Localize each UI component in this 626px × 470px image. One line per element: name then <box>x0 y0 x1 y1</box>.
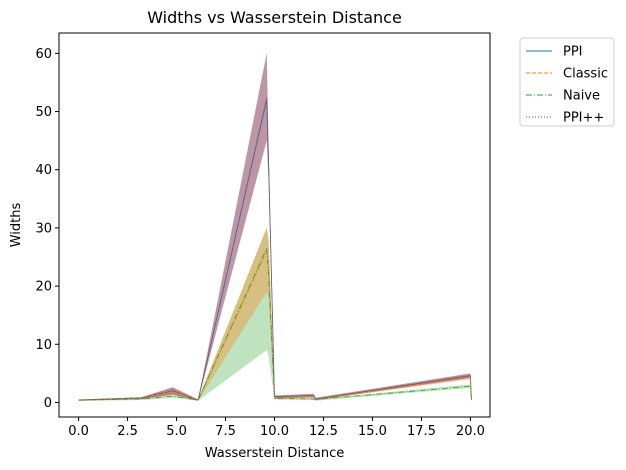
y-tick-label: 0 <box>44 396 52 411</box>
x-tick-label: 20.0 <box>456 424 485 439</box>
line-classic <box>78 249 472 401</box>
chart-title: Widths vs Wasserstein Distance <box>147 8 402 27</box>
series-lines <box>78 96 472 401</box>
legend-box <box>519 37 615 127</box>
band-ppiplusplus <box>78 53 472 401</box>
plot-frame <box>58 32 491 418</box>
x-tick-label: 10.0 <box>260 424 289 439</box>
x-tick-label: 15.0 <box>358 424 387 439</box>
x-axis-label: Wasserstein Distance <box>205 446 345 461</box>
legend-label: PPI++ <box>563 111 604 126</box>
x-tick-label: 7.5 <box>215 424 236 439</box>
x-tick-label: 5.0 <box>166 424 187 439</box>
x-tick-label: 0.0 <box>68 424 89 439</box>
y-tick-label: 50 <box>35 105 52 120</box>
band-naive <box>78 227 472 402</box>
x-axis-ticks: 0.0 2.5 5.0 7.5 10.0 12.5 15.0 17.5 20.0 <box>68 417 485 439</box>
y-axis-ticks: 0 10 20 30 40 50 60 <box>35 47 59 411</box>
legend-label: Classic <box>563 67 608 82</box>
y-tick-label: 20 <box>35 280 52 295</box>
band-classic <box>78 227 472 401</box>
legend-label: PPI <box>563 45 583 60</box>
y-axis-label: Widths <box>9 203 24 248</box>
legend: PPI Classic Naive PPI++ <box>519 37 615 127</box>
legend-label: Naive <box>563 89 600 104</box>
y-tick-label: 10 <box>35 338 52 353</box>
line-naive <box>78 248 472 401</box>
band-ppi <box>78 53 472 401</box>
y-tick-label: 60 <box>35 47 52 62</box>
y-tick-label: 30 <box>35 221 52 236</box>
x-tick-label: 2.5 <box>117 424 138 439</box>
line-ppiplusplus <box>78 96 472 401</box>
confidence-bands <box>78 53 472 402</box>
y-tick-label: 40 <box>35 163 52 178</box>
x-tick-label: 12.5 <box>309 424 338 439</box>
x-tick-label: 17.5 <box>407 424 436 439</box>
line-ppi <box>78 99 472 401</box>
